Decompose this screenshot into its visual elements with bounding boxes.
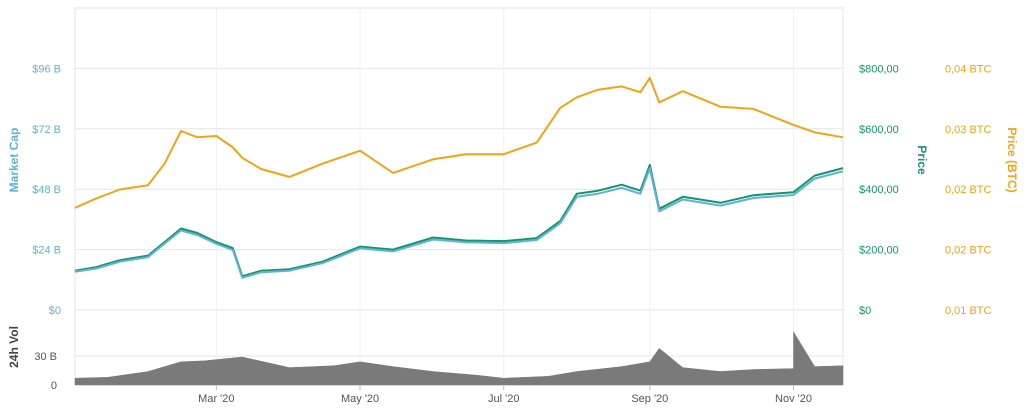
market-cap-axis: Market Cap $96 B $72 B $48 B $24 B $0: [7, 63, 61, 317]
market-cap-tick-label: $72 B: [32, 124, 61, 136]
series-line-price: [74, 164, 844, 278]
volume-area: [74, 330, 844, 386]
x-axis: Mar '20 May '20 Jul '20 Sep '20 Nov '20: [198, 385, 812, 405]
price-btc-tick-label: 0,02 BTC: [945, 245, 992, 257]
price-tick-label: $400,00: [859, 184, 899, 196]
x-tick-label: Jul '20: [488, 393, 519, 405]
price-tick-label: $200,00: [859, 245, 899, 257]
price-tick-label: $800,00: [859, 63, 899, 75]
series-line-price-btc: [74, 76, 844, 209]
volume-axis-title: 24h Vol: [7, 326, 21, 368]
price-axis-title: Price: [915, 145, 929, 175]
volume-tick-label: 0: [51, 380, 57, 392]
market-cap-axis-title: Market Cap: [7, 128, 21, 193]
x-tick-label: Mar '20: [198, 393, 234, 405]
market-cap-tick-label: $96 B: [32, 63, 61, 75]
volume-tick-label: 30 B: [34, 351, 57, 363]
price-btc-tick-label: 0,02 BTC: [945, 184, 992, 196]
grid: [74, 7, 844, 386]
x-tick-label: May '20: [341, 393, 379, 405]
price-tick-label: $0: [859, 305, 871, 317]
price-btc-axis-title: Price (BTC): [1005, 127, 1019, 192]
price-tick-label: $600,00: [859, 124, 899, 136]
market-cap-tick-label: $24 B: [32, 245, 61, 257]
x-tick-label: Nov '20: [775, 393, 812, 405]
price-btc-axis: Price (BTC) 0,04 BTC 0,03 BTC 0,02 BTC 0,02…: [945, 63, 1019, 317]
volume-area-fill: [74, 330, 844, 386]
series-line-market-cap: [74, 167, 844, 279]
market-cap-tick-label: $0: [49, 305, 61, 317]
price-btc-tick-label: 0,01 BTC: [945, 305, 992, 317]
market-cap-tick-label: $48 B: [32, 184, 61, 196]
price-btc-tick-label: 0,04 BTC: [945, 63, 992, 75]
price-axis: Price $800,00 $600,00 $400,00 $200,00 $0: [859, 63, 929, 317]
x-tick-label: Sep '20: [631, 393, 668, 405]
series-lines: [74, 76, 844, 279]
volume-axis: 24h Vol 30 B 0: [7, 326, 57, 392]
price-btc-tick-label: 0,03 BTC: [945, 124, 992, 136]
